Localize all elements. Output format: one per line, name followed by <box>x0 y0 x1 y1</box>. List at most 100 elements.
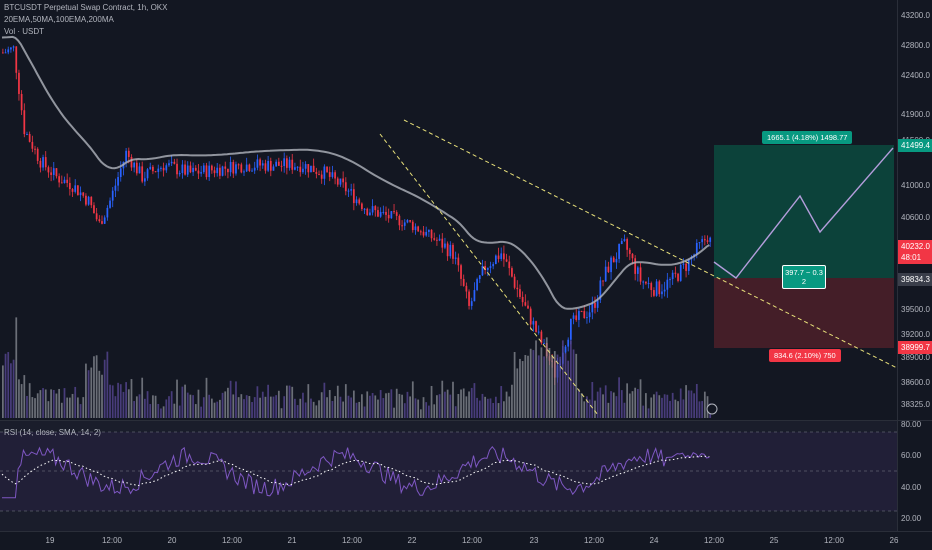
candle-body <box>189 165 192 173</box>
volume-bar <box>184 384 186 418</box>
volume-bar <box>551 355 553 418</box>
projection-path <box>713 147 894 279</box>
volume-bar <box>685 385 687 418</box>
volume-bar <box>511 384 513 418</box>
volume-bar <box>7 352 10 418</box>
volume-bar <box>42 388 44 418</box>
volume-bar <box>162 406 165 418</box>
rsi-sma-line <box>1 455 710 487</box>
time-tick: 25 <box>769 536 779 545</box>
volume-bar <box>197 389 200 418</box>
volume-bar <box>280 408 283 418</box>
moving-average-line <box>1 35 710 310</box>
volume-bar <box>663 394 666 418</box>
candle-body <box>505 259 508 262</box>
volume-bar <box>615 396 618 418</box>
volume-bar <box>227 387 229 418</box>
volume-bar <box>610 391 612 418</box>
candle-body <box>371 206 374 213</box>
profit-label[interactable]: 1665.1 (4.18%) 1498.77 <box>762 131 853 144</box>
candle-body <box>141 166 144 182</box>
time-tick: 26 <box>889 536 899 545</box>
candle-body <box>462 278 465 286</box>
candle-body <box>401 225 403 227</box>
candle-body <box>363 208 366 210</box>
candle-body <box>310 165 312 173</box>
rsi-title[interactable]: RSI (14, close, SMA, 14, 2) <box>4 428 101 437</box>
volume-bar <box>286 385 288 418</box>
candle-body <box>661 291 663 295</box>
candle-body <box>647 283 650 285</box>
volume-bar <box>454 406 457 418</box>
candle-body <box>409 220 411 222</box>
volume-bar <box>339 396 342 418</box>
volume-bar <box>636 389 639 418</box>
volume-bar <box>674 399 677 418</box>
volume-bar <box>243 399 245 418</box>
indicators-legend[interactable]: 20EMA,50MA,100EMA,200MA <box>4 15 114 24</box>
candle-body <box>261 163 264 166</box>
volume-bar <box>253 397 256 418</box>
candle-body <box>229 161 232 173</box>
volume-legend[interactable]: Vol · USDT <box>4 27 45 36</box>
loss-label[interactable]: 834.6 (2.10%) 750 <box>769 349 841 362</box>
candle-body <box>631 253 634 259</box>
time-tick: 12:00 <box>583 536 605 545</box>
candle-body <box>144 178 146 182</box>
time-tick: 22 <box>407 536 417 545</box>
volume-bar <box>245 395 248 418</box>
candle-body <box>653 290 655 296</box>
volume-bar <box>545 337 548 418</box>
volume-bar <box>446 389 449 418</box>
candle-body <box>208 165 211 178</box>
volume-bar <box>58 388 61 418</box>
candle-body <box>280 165 283 167</box>
candle-body <box>7 49 10 53</box>
volume-bar <box>465 396 468 418</box>
candle-body <box>202 165 205 173</box>
volume-bar <box>23 375 26 418</box>
position-center-label[interactable]: 397.7 ~ 0.3 2 <box>782 265 826 289</box>
price-tick: 43200.0 <box>901 11 930 20</box>
candle-body <box>133 162 136 168</box>
volume-bar <box>302 392 304 418</box>
volume-bar <box>419 409 422 418</box>
candle-body <box>379 212 382 217</box>
volume-bar <box>690 390 693 418</box>
candle-body <box>511 268 513 277</box>
volume-bar <box>202 397 205 418</box>
symbol-title[interactable]: BTCUSDT Perpetual Swap Contract, 1h, OKX <box>4 3 168 12</box>
volume-bar <box>468 391 470 418</box>
volume-bar <box>403 403 406 418</box>
volume-bar <box>524 355 527 418</box>
volume-bar <box>224 391 227 418</box>
rsi-tick: 60.00 <box>901 451 922 460</box>
volume-bar <box>26 395 28 418</box>
candle-body <box>529 308 532 325</box>
volume-bar <box>481 393 484 418</box>
center-label-line2: 2 <box>801 277 807 286</box>
candle-body <box>111 190 114 201</box>
candle-body <box>634 258 637 274</box>
candle-body <box>669 279 671 281</box>
candle-body <box>44 157 47 168</box>
volume-bar <box>267 384 269 418</box>
candle-body <box>411 221 414 231</box>
candle-body <box>130 156 133 168</box>
volume-bar <box>111 385 114 418</box>
candle-body <box>235 164 237 174</box>
candle-body <box>698 242 701 244</box>
volume-bar <box>594 400 596 418</box>
candle-body <box>612 257 615 263</box>
volume-bar <box>395 388 398 418</box>
candle-body <box>628 249 631 254</box>
time-tick: 12:00 <box>703 536 725 545</box>
candle-body <box>537 331 540 333</box>
candle-body <box>237 164 240 166</box>
volume-bar <box>661 397 663 418</box>
candle-body <box>331 172 334 177</box>
volume-bar <box>647 408 650 418</box>
candle-body <box>521 296 524 303</box>
